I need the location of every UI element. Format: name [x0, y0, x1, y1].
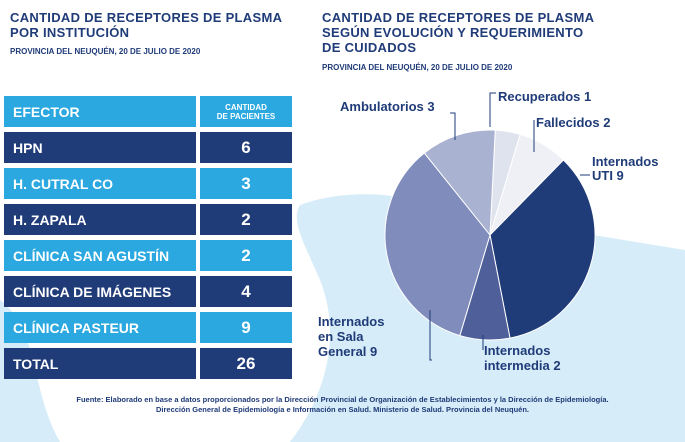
- header-efector: EFECTOR: [4, 96, 196, 127]
- row-label: H. ZAPALA: [4, 204, 196, 235]
- left-subtitle: PROVINCIA DEL NEUQUÉN, 20 DE JULIO DE 20…: [10, 47, 201, 56]
- label-sala-3: General 9: [318, 344, 377, 359]
- table-row: CLÍNICA PASTEUR 9: [4, 312, 296, 343]
- label-fallecidos: Fallecidos 2: [536, 115, 610, 130]
- row-value: 3: [200, 168, 292, 199]
- left-title-line1: CANTIDAD DE RECEPTORES DE PLASMA: [10, 10, 283, 25]
- row-value: 4: [200, 276, 292, 307]
- total-value: 26: [200, 348, 292, 379]
- total-label: TOTAL: [4, 348, 196, 379]
- label-ambulatorios: Ambulatorios 3: [340, 99, 435, 114]
- receptores-table: EFECTOR CANTIDAD DE PACIENTES HPN 6 H. C…: [4, 96, 296, 384]
- pie-slice-ambulatorios: [423, 129, 496, 237]
- pie-leader-lines: [429, 92, 590, 361]
- right-subtitle: PROVINCIA DEL NEUQUÉN, 20 DE JULIO DE 20…: [322, 63, 513, 72]
- header-cantidad-line2: DE PACIENTES: [216, 111, 276, 121]
- table-row: H. CUTRAL CO 3: [4, 168, 296, 199]
- pie-slices: [384, 129, 596, 341]
- right-title-line2: SEGÚN EVOLUCIÓN Y REQUERIMIENTO: [322, 25, 584, 40]
- leader-sala: [429, 310, 432, 361]
- right-title-line1: CANTIDAD DE RECEPTORES DE PLASMA: [322, 10, 595, 25]
- row-label: HPN: [4, 132, 196, 163]
- row-value: 9: [200, 312, 292, 343]
- label-intermedia-1: Internados: [484, 343, 550, 358]
- table-total-row: TOTAL 26: [4, 348, 296, 379]
- label-uti-1: Internados: [592, 154, 658, 169]
- table-row: HPN 6: [4, 132, 296, 163]
- table-row: H. ZAPALA 2: [4, 204, 296, 235]
- row-label: CLÍNICA DE IMÁGENES: [4, 276, 196, 307]
- row-label: CLÍNICA SAN AGUSTÍN: [4, 240, 196, 271]
- table-row: CLÍNICA SAN AGUSTÍN 2: [4, 240, 296, 271]
- row-value: 6: [200, 132, 292, 163]
- label-sala-1: Internados: [318, 314, 384, 329]
- label-recuperados: Recuperados 1: [498, 89, 591, 104]
- table-header: EFECTOR CANTIDAD DE PACIENTES: [4, 96, 296, 127]
- leader-ambulatorios: [450, 112, 456, 140]
- row-label: CLÍNICA PASTEUR: [4, 312, 196, 343]
- label-sala-2: en Sala: [318, 329, 364, 344]
- right-title: CANTIDAD DE RECEPTORES DE PLASMA SEGÚN E…: [322, 10, 652, 55]
- source-note: Fuente: Elaborado en base a datos propor…: [0, 395, 685, 415]
- row-value: 2: [200, 240, 292, 271]
- left-title-line2: POR INSTITUCIÓN: [10, 25, 130, 40]
- label-uti-2: UTI 9: [592, 168, 624, 183]
- pie-chart: Ambulatorios 3 Recuperados 1 Fallecidos …: [318, 89, 658, 373]
- label-intermedia-2: intermedia 2: [484, 358, 561, 373]
- left-title: CANTIDAD DE RECEPTORES DE PLASMA POR INS…: [10, 10, 310, 40]
- table-row: CLÍNICA DE IMÁGENES 4: [4, 276, 296, 307]
- row-value: 2: [200, 204, 292, 235]
- source-line1: Fuente: Elaborado en base a datos propor…: [76, 395, 609, 404]
- right-title-line3: DE CUIDADOS: [322, 40, 417, 55]
- header-cantidad-line1: CANTIDAD: [225, 102, 267, 112]
- row-label: H. CUTRAL CO: [4, 168, 196, 199]
- pie-slice-internados-en-sala-general: [384, 152, 491, 337]
- pie-labels: Ambulatorios 3 Recuperados 1 Fallecidos …: [318, 89, 658, 373]
- header-cantidad: CANTIDAD DE PACIENTES: [200, 96, 292, 127]
- source-line2: Dirección General de Epidemiología e Inf…: [156, 405, 529, 414]
- pie-slice-internados-uti: [489, 159, 596, 339]
- leader-recuperados: [489, 92, 496, 127]
